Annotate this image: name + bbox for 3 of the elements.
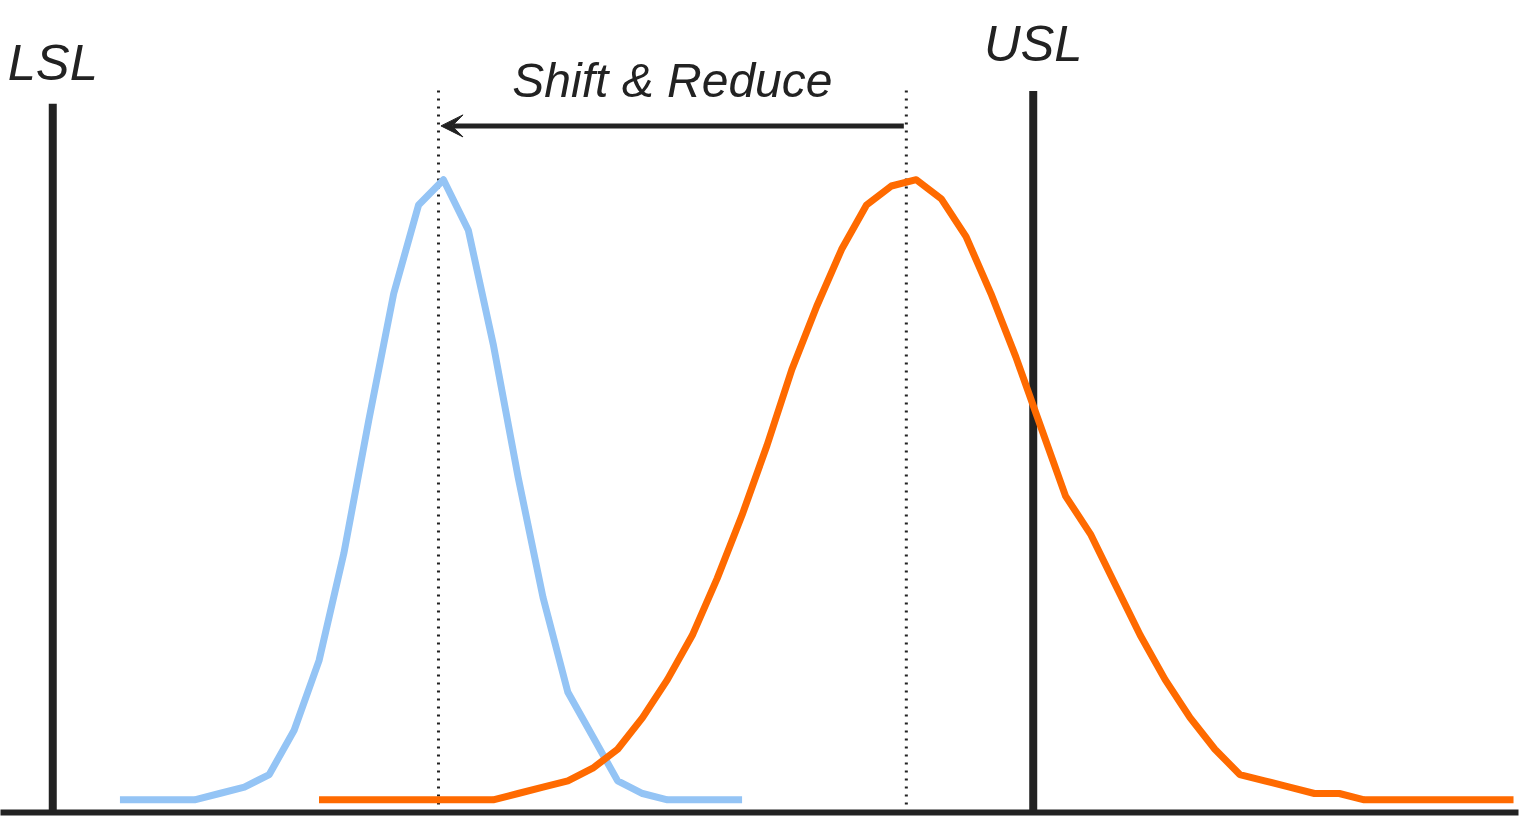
text: LSL	[7, 34, 98, 92]
text: USL	[983, 15, 1083, 73]
text: Shift & Reduce	[512, 53, 833, 107]
